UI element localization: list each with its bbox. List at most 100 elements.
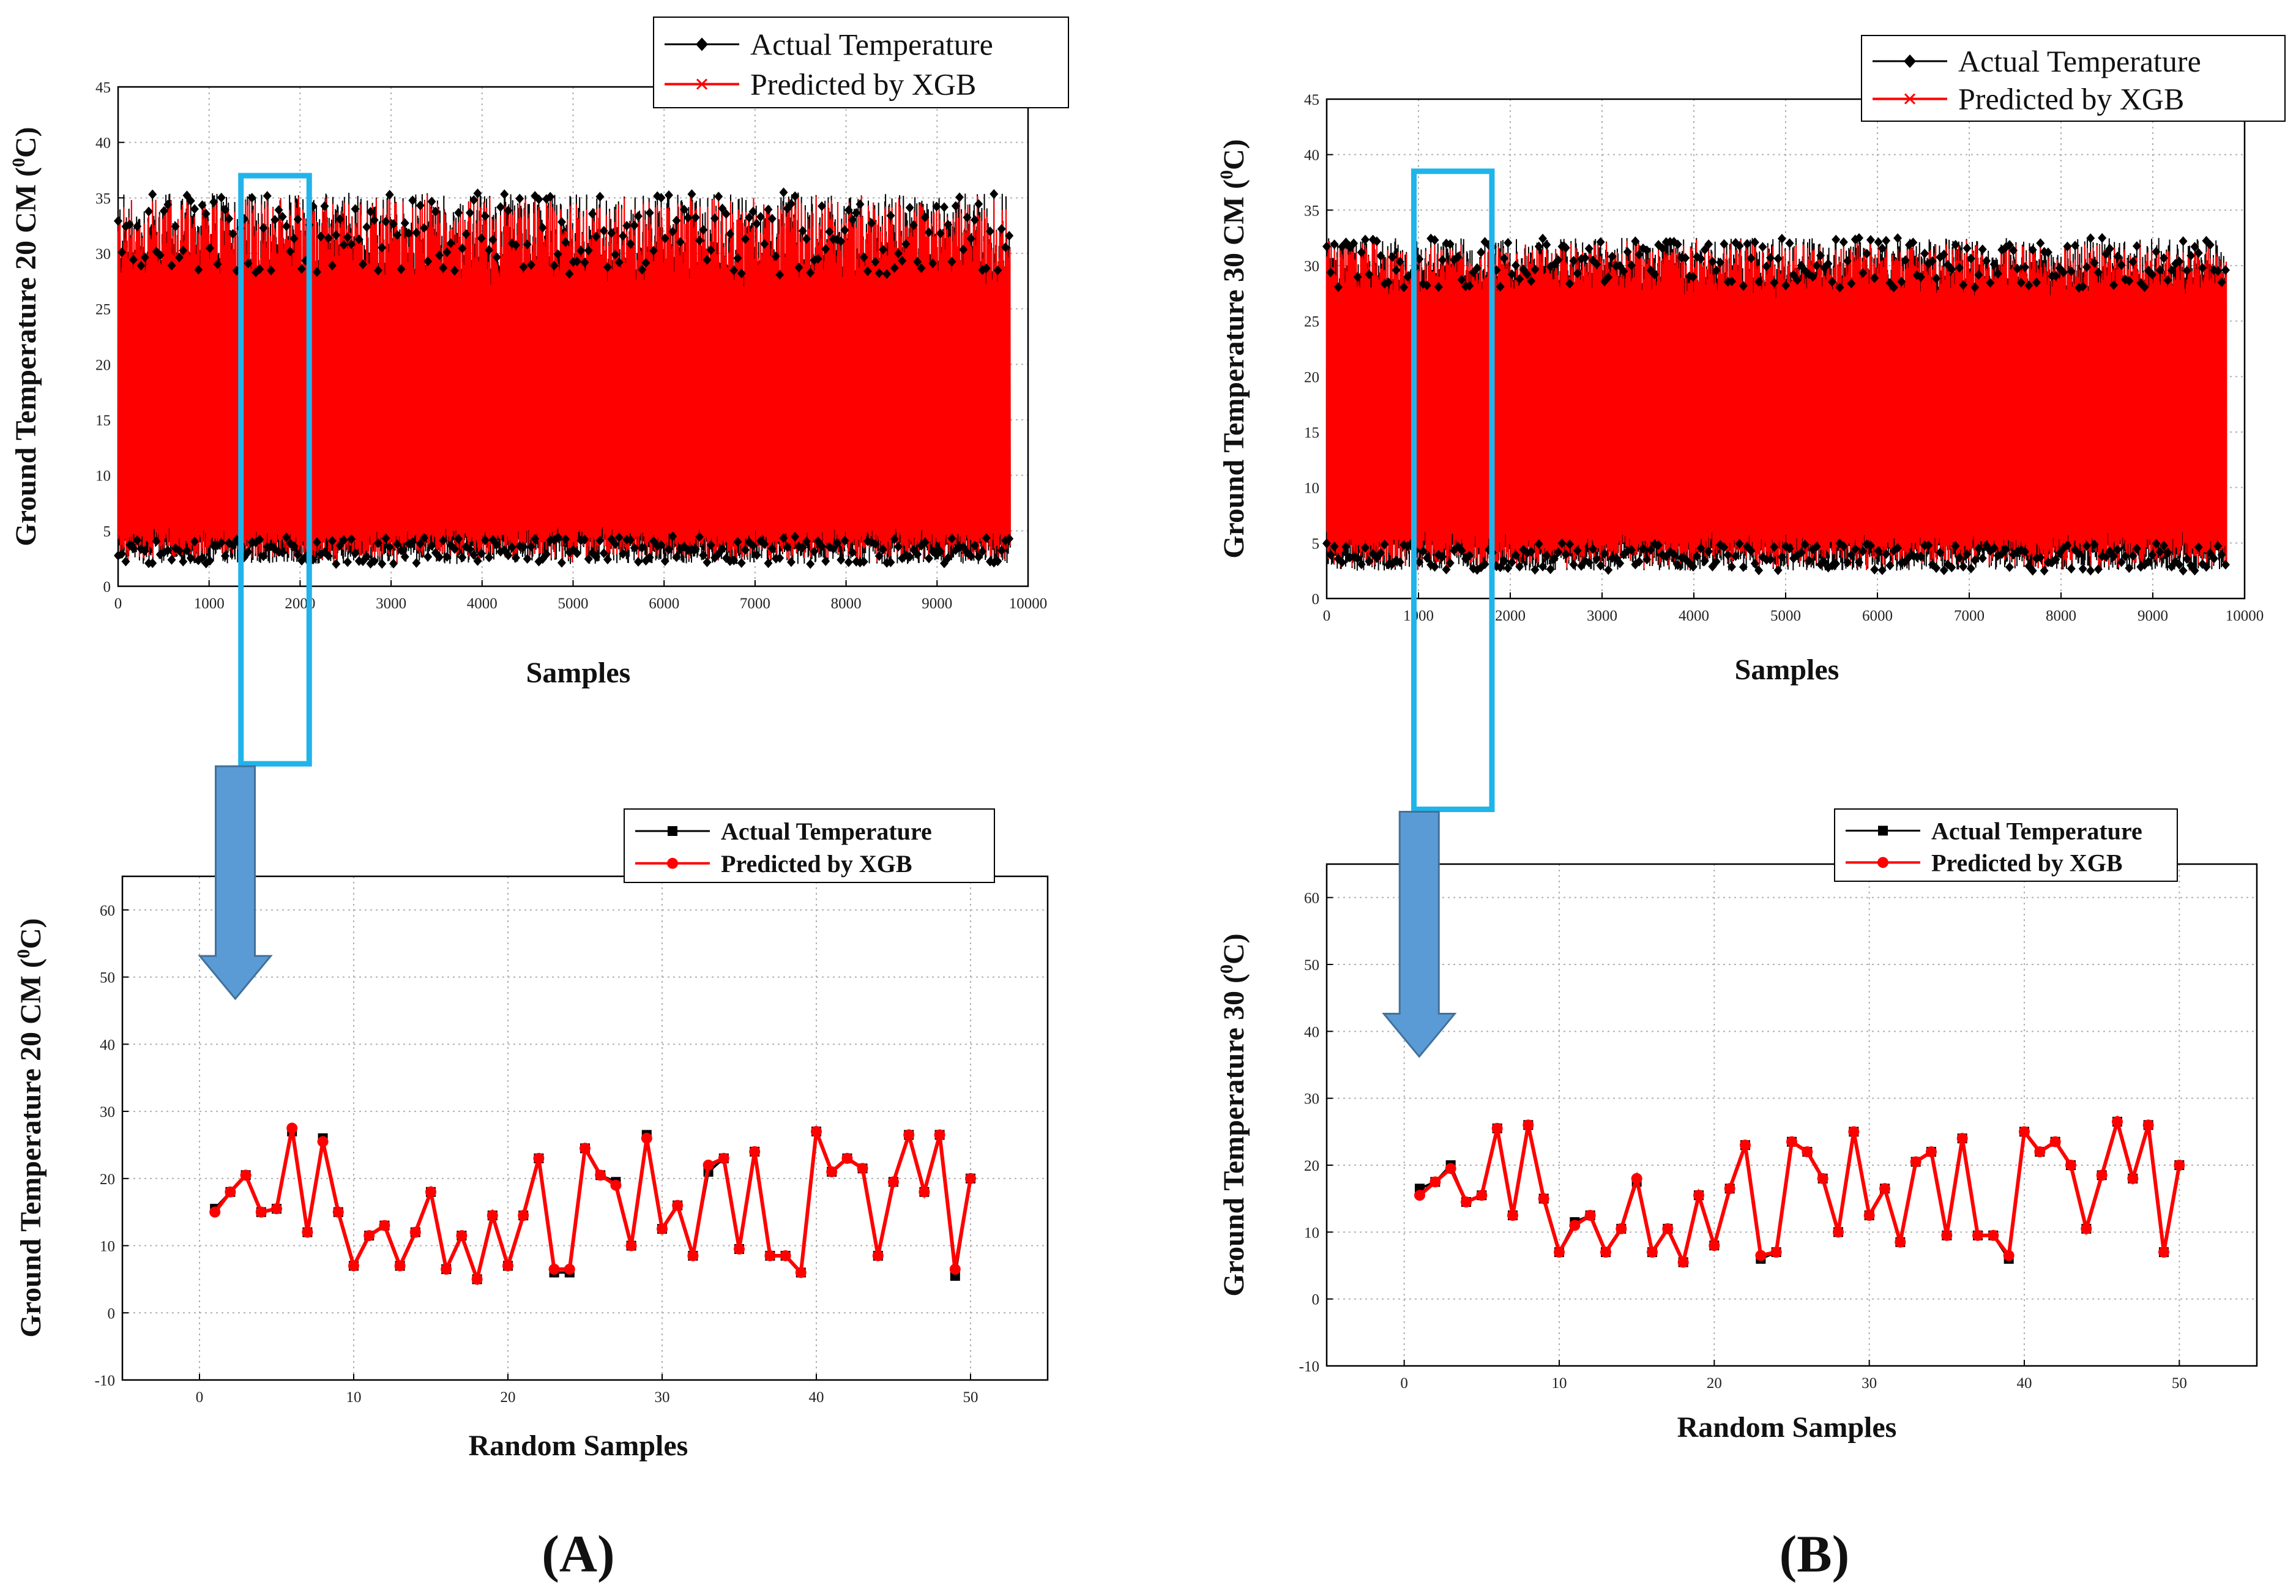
actual-marker: [1608, 252, 1617, 262]
actual-marker: [209, 197, 218, 207]
actual-marker: [2217, 277, 2226, 288]
legend-label: Predicted by XGB: [1958, 82, 2184, 116]
predicted-point: [949, 1263, 961, 1275]
legend-label: Actual Temperature: [750, 27, 993, 61]
actual-marker: [1920, 248, 1929, 259]
predicted-point: [1910, 1156, 1921, 1168]
actual-marker: [1731, 551, 1740, 561]
y-axis-label: Ground Temperature 30 CM (0C): [1217, 139, 1250, 558]
actual-marker: [1530, 264, 1540, 275]
actual-marker: [1785, 238, 1794, 248]
actual-marker: [133, 221, 142, 231]
actual-marker: [679, 204, 688, 215]
actual-marker: [1561, 242, 1570, 253]
actual-marker: [1916, 272, 1925, 282]
actual-marker: [890, 263, 899, 273]
actual-marker: [791, 532, 800, 542]
actual-marker: [871, 539, 880, 550]
actual-marker: [477, 233, 486, 244]
predicted-point: [1833, 1226, 1844, 1238]
actual-marker: [779, 533, 788, 543]
actual-marker: [1604, 565, 1613, 575]
predicted-point: [394, 1260, 406, 1272]
actual-marker: [446, 238, 455, 248]
actual-marker: [1974, 270, 1983, 280]
actual-marker: [1511, 550, 1520, 560]
actual-marker: [159, 206, 168, 216]
y-tick-label: 50: [100, 970, 115, 986]
predicted-point: [872, 1250, 884, 1261]
actual-marker: [373, 265, 382, 275]
actual-marker: [1422, 280, 1431, 291]
predicted-point: [857, 1163, 868, 1174]
actual-marker: [764, 204, 773, 215]
actual-marker: [419, 532, 428, 543]
predicted-point: [672, 1199, 684, 1211]
chart-a-bottom: -10 0 10 20 30 40 50 60 0 10 20 30 40 50 Random Sample…: [13, 808, 1049, 1462]
y-tick-label: 10: [100, 1239, 115, 1255]
actual-marker: [1947, 562, 1956, 573]
actual-marker: [1877, 243, 1887, 253]
actual-marker: [2213, 541, 2223, 551]
actual-marker: [1939, 249, 1948, 259]
predicted-point: [1476, 1190, 1488, 1201]
actual-marker: [201, 209, 211, 219]
actual-marker: [1523, 269, 1532, 280]
predicted-point: [641, 1132, 652, 1144]
actual-marker: [465, 207, 474, 218]
actual-marker: [1855, 557, 1864, 567]
actual-marker: [1500, 556, 1509, 566]
y-tick-label: -10: [1299, 1359, 1319, 1375]
actual-marker: [174, 252, 184, 263]
actual-marker: [1322, 241, 1331, 252]
actual-marker: [695, 235, 704, 245]
actual-marker: [366, 207, 375, 217]
actual-marker: [362, 222, 371, 233]
actual-marker: [2032, 277, 2041, 288]
actual-marker: [740, 234, 750, 244]
actual-marker: [1584, 244, 1593, 254]
actual-marker: [806, 267, 815, 278]
actual-marker: [1392, 265, 1401, 275]
actual-marker: [852, 207, 861, 218]
actual-marker: [798, 542, 807, 553]
actual-marker: [2160, 253, 2169, 263]
actual-marker: [844, 557, 853, 567]
actual-marker: [2186, 250, 2196, 261]
actual-marker: [1515, 561, 1524, 572]
series-predicted-line: [1418, 1114, 2182, 1268]
y-tick-label: 40: [95, 135, 111, 152]
actual-marker: [928, 258, 937, 269]
actual-marker: [2105, 244, 2114, 254]
actual-marker: [821, 556, 830, 566]
actual-marker: [771, 251, 780, 261]
predicted-point: [548, 1263, 560, 1275]
actual-marker: [228, 540, 237, 550]
actual-marker: [1573, 268, 1582, 278]
legend-marker: [667, 857, 678, 869]
y-tick-label: 30: [100, 1104, 115, 1121]
y-axis-label: Ground Temperature 20 CM (0C): [9, 127, 42, 546]
actual-marker: [2194, 248, 2203, 258]
predicted-point: [302, 1226, 313, 1238]
actual-marker: [121, 556, 130, 567]
actual-marker: [1573, 545, 1582, 556]
actual-marker: [488, 234, 498, 245]
actual-marker: [362, 551, 371, 562]
actual-marker: [281, 532, 291, 543]
actual-marker: [633, 211, 643, 222]
actual-marker: [553, 532, 562, 542]
actual-marker: [837, 554, 846, 565]
actual-marker: [1500, 253, 1509, 264]
actual-marker: [397, 545, 406, 556]
actual-marker: [966, 234, 975, 244]
actual-marker: [316, 231, 326, 242]
actual-marker: [767, 543, 777, 554]
actual-marker: [1534, 539, 1543, 549]
actual-marker: [2005, 240, 2014, 250]
actual-marker: [1835, 282, 1844, 293]
actual-marker: [1832, 234, 1841, 245]
actual-marker: [829, 543, 838, 554]
actual-marker: [1947, 264, 1956, 275]
